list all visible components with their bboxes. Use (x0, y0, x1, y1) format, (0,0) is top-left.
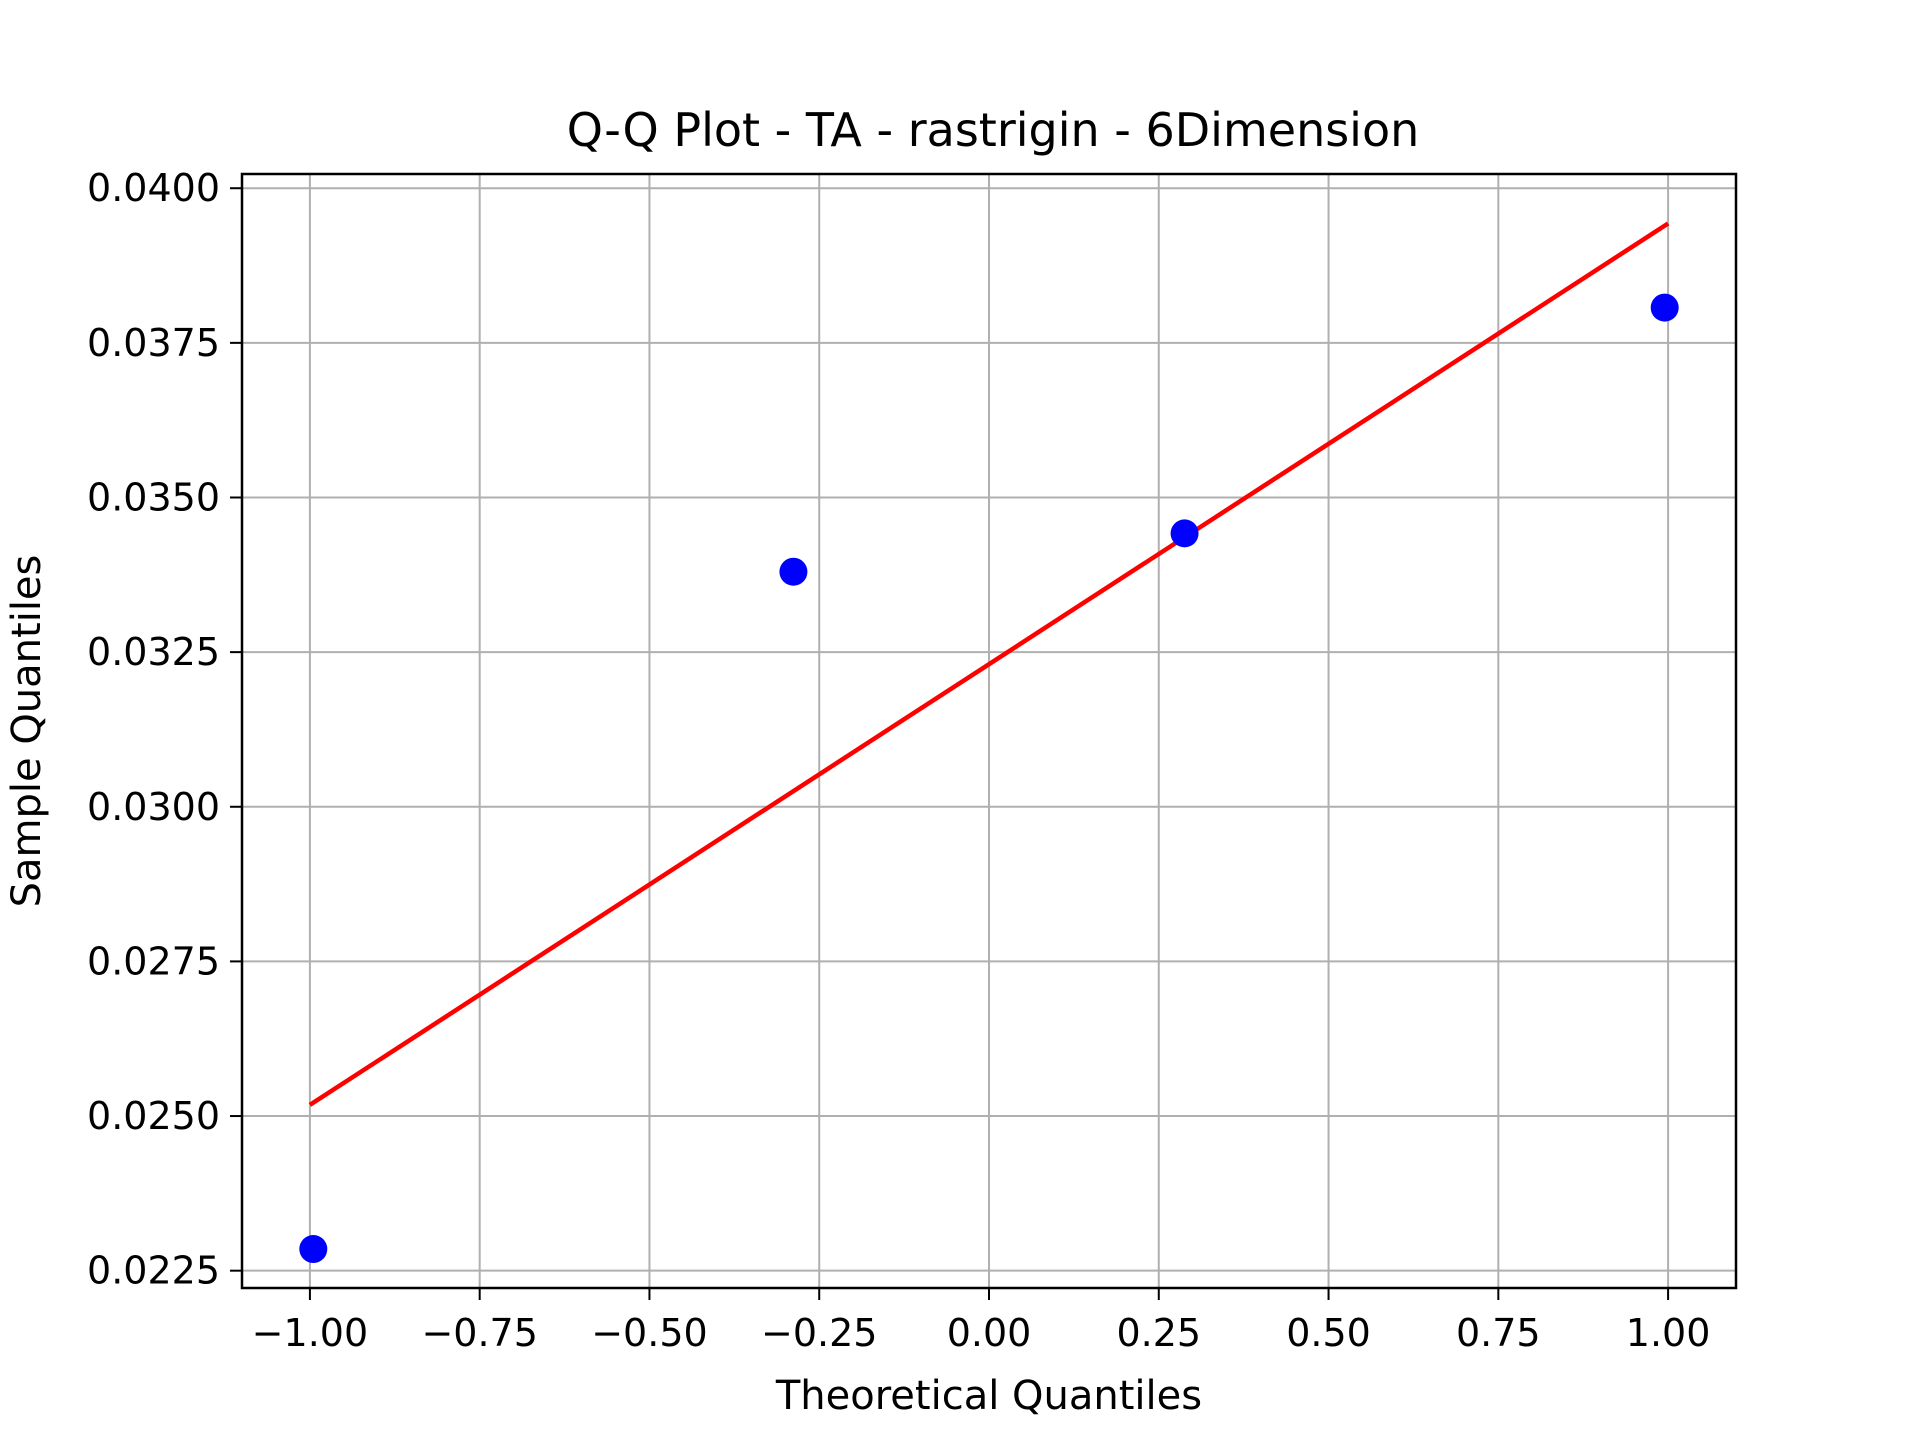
reference-line-series (308, 221, 1670, 1107)
x-tick-label: −0.25 (761, 1311, 877, 1355)
y-axis-ticks: 0.0225 0.0250 0.0275 0.0300 0.0325 0.0350 0.03… (87, 166, 242, 1293)
x-tick-label: 0.00 (947, 1311, 1032, 1355)
x-tick-label: −0.50 (591, 1311, 707, 1355)
sample-point (1650, 293, 1679, 322)
x-tick-label: 0.50 (1286, 1311, 1371, 1355)
y-tick-label: 0.0275 (87, 939, 220, 983)
x-axis-ticks: −1.00 −0.75 −0.50 −0.25 0.00 0.25 0.50 0.75 1.00 (252, 1288, 1711, 1355)
y-tick-label: 0.0375 (87, 321, 220, 365)
y-tick-label: 0.0300 (87, 785, 220, 829)
y-tick-label: 0.0350 (87, 475, 220, 519)
chart-title: Q-Q Plot - TA - rastrigin - 6Dimension (567, 103, 1420, 157)
y-axis-label: Sample Quantiles (4, 555, 50, 908)
x-tick-label: 1.00 (1626, 1311, 1711, 1355)
x-tick-label: 0.75 (1456, 1311, 1541, 1355)
y-tick-label: 0.0250 (87, 1094, 220, 1138)
x-tick-label: −0.75 (421, 1311, 537, 1355)
y-tick-label: 0.0400 (87, 166, 220, 210)
sample-points-series (299, 293, 1679, 1264)
y-tick-label: 0.0225 (87, 1249, 220, 1293)
grid-lines (242, 174, 1736, 1288)
x-tick-label: 0.25 (1116, 1311, 1201, 1355)
y-tick-label: 0.0325 (87, 630, 220, 674)
sample-point (779, 557, 808, 586)
x-axis-label: Theoretical Quantiles (775, 1373, 1202, 1419)
sample-point (1170, 519, 1199, 548)
reference-line (308, 221, 1670, 1107)
x-tick-label: −1.00 (252, 1311, 368, 1355)
sample-point (299, 1235, 328, 1264)
